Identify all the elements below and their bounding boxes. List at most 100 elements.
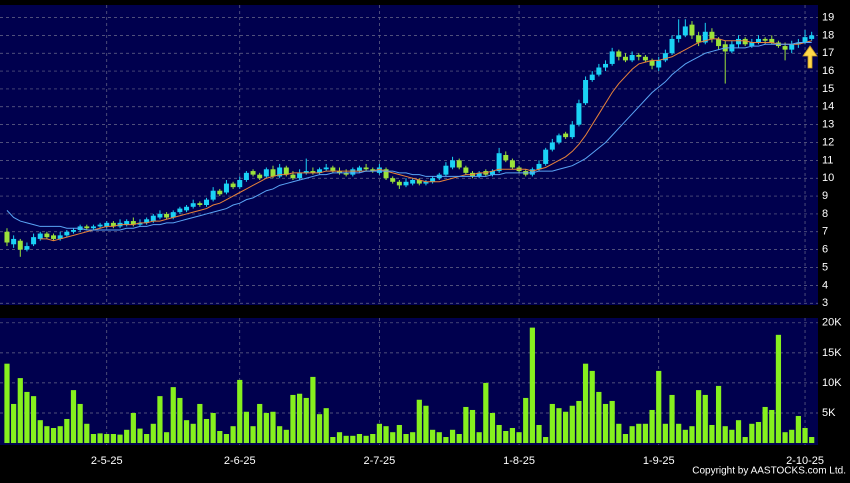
candle-body bbox=[596, 67, 602, 75]
volume-bar bbox=[443, 437, 449, 444]
volume-bar bbox=[350, 435, 356, 444]
volume-bar bbox=[503, 430, 509, 444]
candle-body bbox=[11, 238, 17, 245]
volume-bar bbox=[137, 428, 143, 444]
volume-bar bbox=[596, 391, 602, 444]
candle-body bbox=[636, 55, 642, 57]
candle-body bbox=[549, 142, 555, 150]
volume-bar bbox=[722, 426, 728, 444]
candle-body bbox=[682, 26, 688, 36]
candle-body bbox=[310, 171, 316, 173]
volume-bar bbox=[735, 420, 742, 444]
y-tick-label: 18 bbox=[822, 29, 834, 41]
volume-bar bbox=[715, 385, 722, 444]
volume-bar bbox=[257, 403, 263, 444]
volume-bar bbox=[383, 426, 389, 444]
volume-bar bbox=[762, 406, 768, 444]
volume-bar bbox=[589, 370, 595, 444]
volume-bar bbox=[290, 394, 296, 444]
candle-body bbox=[543, 149, 549, 164]
candle-body bbox=[124, 221, 130, 225]
candle-body bbox=[17, 240, 23, 250]
volume-bar bbox=[203, 418, 210, 444]
candle-body bbox=[662, 53, 668, 61]
volume-bar bbox=[330, 437, 336, 444]
candle-body bbox=[769, 38, 775, 43]
candle-body bbox=[809, 35, 815, 39]
volume-bar bbox=[24, 391, 30, 444]
candle-body bbox=[243, 172, 249, 180]
volume-bar bbox=[789, 429, 795, 444]
candle-body bbox=[237, 180, 243, 188]
y-tick-label: 16 bbox=[822, 65, 834, 77]
volume-bar bbox=[795, 415, 801, 444]
candle-body bbox=[223, 183, 229, 193]
candle-body bbox=[290, 174, 296, 179]
candle-body bbox=[277, 167, 283, 177]
volume-bar bbox=[57, 426, 63, 444]
volume-bar bbox=[390, 432, 396, 444]
y-tick-label: 3 bbox=[822, 297, 828, 309]
x-tick-label: 1-9-25 bbox=[643, 455, 675, 467]
volume-bar bbox=[563, 411, 569, 444]
volume-bar bbox=[50, 427, 57, 444]
volume-bar bbox=[223, 434, 230, 444]
volume-bar bbox=[310, 376, 316, 444]
candle-body bbox=[110, 222, 116, 227]
volume-bar bbox=[124, 429, 130, 444]
volume-bar bbox=[549, 403, 555, 444]
y-tick-label: 13 bbox=[822, 119, 834, 131]
candle-body bbox=[370, 169, 376, 172]
candle-body bbox=[762, 38, 768, 41]
volume-bar bbox=[163, 432, 170, 444]
volume-bar bbox=[37, 420, 43, 444]
candle-body bbox=[150, 215, 156, 222]
candle-body bbox=[303, 171, 309, 173]
candle-body bbox=[44, 233, 50, 238]
volume-bar bbox=[84, 423, 90, 444]
candle-body bbox=[430, 178, 436, 182]
volume-bar bbox=[423, 405, 429, 444]
candle-body bbox=[403, 181, 409, 186]
y-tick-label: 14 bbox=[822, 101, 834, 113]
volume-bar bbox=[496, 424, 502, 444]
volume-bar bbox=[516, 432, 522, 444]
volume-bar bbox=[636, 423, 642, 444]
volume-bar bbox=[217, 430, 223, 444]
volume-bar bbox=[157, 396, 163, 444]
candle-body bbox=[257, 174, 263, 179]
candle-body bbox=[622, 56, 628, 61]
candle-body bbox=[64, 231, 70, 236]
volume-bar bbox=[742, 437, 748, 444]
volume-bar bbox=[144, 434, 150, 444]
candle-body bbox=[356, 167, 362, 172]
candle-body bbox=[656, 60, 662, 68]
volume-bar bbox=[749, 423, 755, 444]
candle-body bbox=[157, 213, 163, 218]
volume-bar bbox=[509, 427, 516, 444]
price-layer bbox=[0, 5, 818, 305]
volume-bar bbox=[616, 423, 622, 444]
candle-body bbox=[669, 38, 675, 54]
volume-bar bbox=[44, 426, 50, 444]
candle-body bbox=[676, 35, 682, 39]
y-tick-label: 11 bbox=[822, 154, 833, 166]
candle-body bbox=[755, 38, 761, 43]
y-tick-label: 8 bbox=[822, 208, 828, 220]
candle-body bbox=[330, 167, 336, 172]
candle-body bbox=[476, 172, 482, 177]
candle-body bbox=[450, 160, 456, 168]
volume-bar bbox=[11, 403, 17, 444]
volume-bar bbox=[250, 426, 256, 444]
volume-bar bbox=[523, 397, 529, 444]
candle-body bbox=[489, 171, 495, 175]
candle-body bbox=[802, 37, 808, 43]
volume-bar bbox=[702, 394, 708, 444]
candle-body bbox=[556, 135, 562, 143]
candle-body bbox=[31, 237, 37, 245]
volume-bar bbox=[629, 426, 635, 444]
y-tick-label: 17 bbox=[822, 47, 834, 59]
x-tick-label: 2-7-25 bbox=[364, 455, 396, 467]
volume-bar bbox=[396, 424, 402, 444]
candle-body bbox=[416, 180, 422, 184]
